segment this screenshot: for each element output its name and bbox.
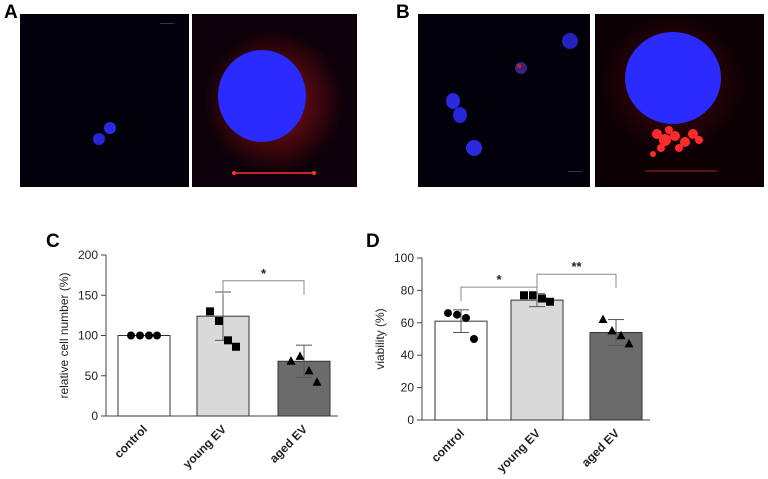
bar-control bbox=[434, 320, 488, 421]
data-point-circle bbox=[462, 313, 470, 322]
data-point-circle bbox=[127, 331, 135, 340]
significance-bracket bbox=[460, 286, 538, 302]
y-tick-label: 200 bbox=[78, 248, 98, 262]
data-point-square bbox=[206, 307, 214, 316]
data-point-circle bbox=[136, 331, 144, 340]
data-point-circle bbox=[470, 335, 478, 343]
y-tick-label: 60 bbox=[401, 316, 415, 330]
scale-bar-end bbox=[232, 171, 236, 175]
y-tick-label: 0 bbox=[407, 413, 414, 427]
data-point-circle bbox=[145, 331, 153, 340]
y-tick-label: 100 bbox=[394, 251, 414, 265]
data-point-triangle bbox=[598, 314, 608, 324]
y-axis-label: viability (%) bbox=[373, 308, 387, 369]
bar-young-ev bbox=[510, 299, 564, 421]
data-point-circle bbox=[444, 309, 452, 318]
significance-label: * bbox=[496, 272, 502, 287]
chart-relative-cell-number: 0 50 100 150 200 relative cell number (%) cont… bbox=[57, 248, 338, 471]
x-tick-label: aged EV bbox=[579, 426, 622, 469]
y-tick-label: 0 bbox=[91, 409, 98, 423]
nucleus-shape bbox=[515, 62, 527, 74]
y-tick-label: 100 bbox=[78, 329, 98, 343]
nucleus-shape bbox=[466, 140, 482, 156]
micrograph-a-left-image bbox=[93, 23, 174, 145]
data-point-triangle bbox=[295, 351, 305, 360]
x-tick-label: aged EV bbox=[267, 422, 310, 465]
y-tick-label: 40 bbox=[401, 348, 415, 362]
y-tick-label: 80 bbox=[401, 283, 415, 297]
data-point-triangle bbox=[312, 377, 322, 386]
data-point-triangle bbox=[616, 330, 626, 340]
data-point-square bbox=[520, 291, 528, 300]
data-point-triangle bbox=[304, 365, 314, 375]
data-point-triangle bbox=[607, 325, 617, 335]
nucleus-shape bbox=[453, 107, 467, 123]
nucleus-shape bbox=[562, 33, 578, 49]
y-axis-label: relative cell number (%) bbox=[57, 272, 71, 398]
panel-label-c: C bbox=[46, 231, 60, 252]
panel-label-b: B bbox=[396, 2, 410, 23]
red-aggregates bbox=[650, 126, 703, 157]
bar-control bbox=[117, 335, 171, 417]
panel-label-a: A bbox=[4, 2, 18, 23]
micrograph-a-right-image bbox=[204, 30, 344, 175]
x-tick-label: young EV bbox=[180, 422, 229, 471]
data-point-circle bbox=[153, 331, 161, 340]
data-point-square bbox=[529, 291, 537, 300]
data-point-square bbox=[232, 342, 240, 351]
x-tick-label: control bbox=[428, 426, 467, 465]
data-point-circle bbox=[453, 310, 461, 319]
data-point-square bbox=[546, 297, 554, 306]
y-tick-label: 50 bbox=[85, 369, 99, 383]
micrograph-b-right bbox=[595, 14, 764, 187]
panel-label-d: D bbox=[366, 231, 380, 252]
micrograph-a-right bbox=[192, 14, 357, 187]
red-spot-shape bbox=[517, 64, 521, 68]
scale-bar-end bbox=[312, 171, 316, 175]
micrograph-b-left-image bbox=[446, 33, 582, 172]
y-tick-label: 150 bbox=[78, 288, 98, 302]
scale-bar-shape bbox=[160, 23, 174, 24]
nucleus-shape bbox=[446, 93, 460, 109]
micrograph-b-left bbox=[418, 14, 590, 187]
nucleus-shape bbox=[218, 50, 306, 142]
significance-label: ** bbox=[571, 259, 582, 274]
data-point-square bbox=[224, 336, 232, 345]
chart-viability: 0 20 40 60 80 100 viability (%) control young EV… bbox=[373, 251, 650, 475]
significance-label: * bbox=[261, 266, 267, 281]
x-tick-label: young EV bbox=[494, 426, 543, 475]
micrograph-b-right-image bbox=[601, 14, 745, 172]
x-tick-label: control bbox=[111, 422, 150, 461]
nucleus-shape bbox=[93, 133, 105, 145]
significance-bracket bbox=[536, 273, 617, 289]
data-point-triangle bbox=[286, 356, 296, 365]
data-point-square bbox=[538, 294, 546, 303]
data-point-triangle bbox=[624, 338, 634, 348]
micrograph-a-left bbox=[20, 14, 189, 187]
nucleus-shape bbox=[104, 122, 116, 134]
data-point-square bbox=[215, 317, 223, 326]
significance-bracket bbox=[222, 280, 305, 295]
scale-bar-shape bbox=[568, 171, 582, 172]
nucleus-shape bbox=[625, 32, 721, 124]
y-tick-label: 20 bbox=[401, 381, 415, 395]
